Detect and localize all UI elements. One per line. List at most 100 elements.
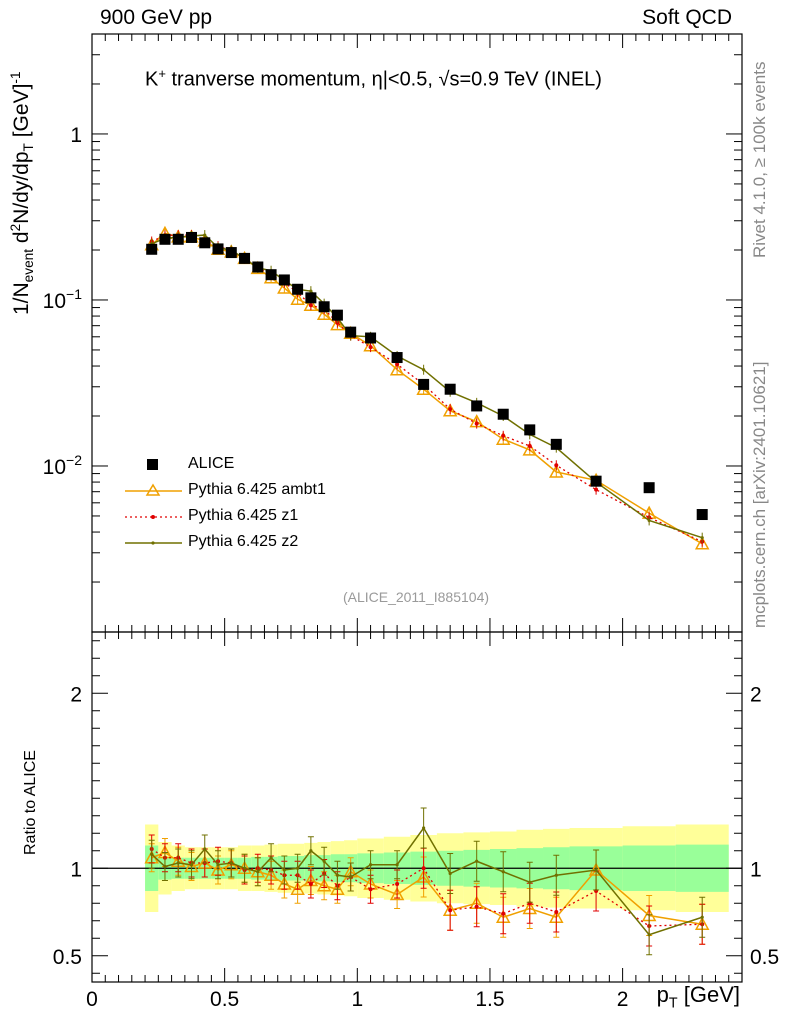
ratio-point-ambt1	[316, 878, 332, 892]
ratio-y-tick-label-right: 2	[750, 683, 762, 706]
ratio-point-z1	[554, 910, 559, 914]
title-text3: s=0.9 TeV (INEL)	[449, 68, 602, 91]
data-point-alice	[185, 231, 197, 243]
data-point-alice	[252, 261, 264, 273]
data-point-ambt1	[522, 442, 538, 456]
ratio-point-z1	[308, 882, 313, 886]
ylabel-part: N/dy/dp	[10, 151, 33, 224]
ratio-point-z1	[368, 887, 373, 892]
analysis-reference: (ALICE_2011_I885104)	[342, 589, 490, 605]
legend-label: ALICE	[188, 455, 235, 472]
data-point-ambt1	[694, 536, 710, 550]
data-point-z2	[647, 518, 651, 523]
ratio-point-z2	[700, 915, 704, 919]
ratio-y-tick-label-left: 0.5	[53, 946, 82, 969]
data-point-z2	[309, 289, 313, 293]
ratio-point-z2	[176, 861, 180, 865]
y-tick-label: 1	[70, 124, 82, 147]
x-tick-label: 1.5	[475, 988, 504, 1011]
ratio-point-z2	[296, 866, 300, 870]
data-point-alice	[239, 252, 251, 264]
ratio-point-z2	[163, 864, 167, 869]
ylabel-part: 2	[8, 223, 23, 232]
x-tick-label: 1	[351, 988, 363, 1011]
data-point-alice	[331, 309, 343, 321]
ratio-point-z2	[349, 875, 353, 879]
ratio-point-z2	[501, 870, 505, 874]
ratio-point-z2	[528, 880, 532, 884]
ratio-panel-frame	[91, 631, 743, 983]
data-point-alice	[225, 247, 237, 259]
x-tick-label: 0	[86, 988, 98, 1011]
ratio-point-z2	[322, 859, 326, 863]
ratio-point-z2	[269, 856, 273, 860]
ratio-y-tick-label-left: 2	[70, 683, 82, 706]
data-point-z1	[501, 433, 506, 438]
data-point-ambt1	[330, 317, 345, 331]
data-point-alice	[199, 237, 211, 249]
data-point-ambt1	[549, 464, 564, 478]
title-kplus: +	[158, 66, 166, 81]
data-point-z2	[203, 233, 207, 237]
data-point-z2	[700, 536, 704, 540]
ratio-point-z2	[395, 863, 399, 867]
data-point-alice	[159, 233, 171, 245]
ratio-point-z2	[368, 863, 373, 867]
ratio-point-ambt1	[389, 886, 405, 901]
data-point-alice	[590, 475, 602, 487]
ratio-point-z2	[256, 870, 260, 874]
ratio-point-z2	[309, 849, 313, 853]
title-k: K	[145, 68, 159, 91]
data-point-z1	[368, 345, 373, 350]
data-point-z2	[422, 368, 426, 372]
category-label: Soft QCD	[642, 6, 732, 29]
data-point-z1	[554, 463, 559, 468]
ylabel-part: event	[21, 248, 37, 283]
ylabel-part: [GeV]	[10, 83, 33, 144]
legend-symbol-ambt1	[125, 483, 182, 496]
data-point-z1	[594, 487, 599, 492]
data-point-alice	[146, 243, 158, 255]
data-point-ambt1	[277, 280, 292, 294]
x-tick-label: 0.5	[210, 988, 239, 1011]
title-eta: η	[371, 68, 383, 91]
data-point-alice	[696, 509, 708, 521]
y-tick-label: 10−2	[43, 452, 83, 479]
data-point-alice	[643, 482, 655, 494]
data-point-ambt1	[316, 306, 332, 321]
ratio-point-z2	[335, 873, 340, 877]
data-point-alice	[550, 438, 562, 450]
data-point-ambt1	[389, 362, 405, 376]
data-point-alice	[345, 326, 357, 338]
data-point-alice	[265, 269, 277, 281]
ratio-point-z2	[647, 933, 651, 937]
ratio-point-z1	[474, 904, 479, 909]
ratio-point-z2	[422, 826, 426, 830]
data-point-z1	[308, 303, 313, 308]
data-point-alice	[444, 383, 456, 395]
ratio-point-z1	[448, 908, 453, 913]
title-sqrt: √	[438, 68, 450, 91]
ratio-y-tick-label-right: 1	[750, 858, 762, 881]
legend-label: Pythia 6.425 ambt1	[188, 481, 326, 498]
ratio-point-z1	[421, 866, 426, 871]
x-axis-label: pT [GeV]	[657, 982, 740, 1011]
rivet-version-label: Rivet 4.1.0, ≥ 100k events	[750, 61, 769, 258]
ratio-y-tick-label-right: 0.5	[750, 946, 779, 969]
ratio-point-z1	[501, 911, 506, 916]
xlabel-part: [GeV]	[677, 982, 740, 1007]
data-point-z1	[527, 443, 532, 448]
process-label: 900 GeV pp	[100, 6, 213, 29]
data-point-alice	[365, 332, 377, 344]
ratio-point-z2	[229, 861, 233, 865]
ratio-point-z2	[475, 859, 479, 863]
data-point-alice	[497, 408, 509, 420]
legend-label: Pythia 6.425 z1	[188, 507, 299, 524]
data-point-alice	[418, 378, 430, 390]
data-point-alice	[292, 283, 304, 295]
ratio-point-z2	[203, 847, 207, 851]
xlabel-part: p	[656, 982, 669, 1007]
x-tick-label: 2	[617, 988, 629, 1011]
y-axis-label-top: 1/Nevent d2N/dy/dpT [GeV]-1	[8, 71, 36, 315]
ylabel-part: 1/N	[10, 282, 33, 315]
